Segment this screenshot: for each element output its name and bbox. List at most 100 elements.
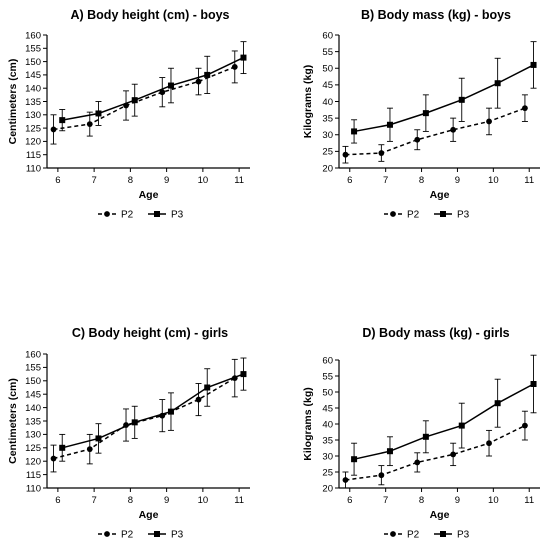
- x-tick-label: 7: [383, 495, 388, 506]
- legend-marker-circle: [104, 211, 110, 217]
- data-point-p3: [95, 435, 102, 442]
- y-tick-label: 160: [25, 30, 41, 41]
- data-point-p2: [450, 126, 457, 133]
- legend-marker-circle: [104, 531, 110, 537]
- series-line-p2: [53, 66, 236, 131]
- legend-marker-square: [154, 211, 160, 217]
- x-tick-label: 8: [419, 175, 424, 186]
- x-tick-label: 8: [128, 495, 133, 506]
- x-tick-label: 9: [455, 175, 460, 186]
- y-tick-label: 35: [322, 435, 333, 446]
- x-tick-label: 8: [419, 495, 424, 506]
- data-point-p2: [342, 477, 349, 483]
- data-point-p3: [240, 371, 247, 378]
- x-axis-label: Age: [430, 509, 450, 521]
- x-tick-label: 10: [488, 175, 499, 186]
- x-tick-label: 6: [347, 175, 352, 186]
- series-line-p3: [353, 64, 534, 133]
- data-point-p2: [342, 151, 349, 158]
- y-tick-label: 115: [26, 150, 41, 161]
- data-point-p3: [204, 384, 211, 391]
- x-axis-label: Age: [139, 509, 159, 521]
- data-point-p3: [530, 61, 537, 68]
- data-point-p3: [458, 96, 465, 103]
- x-tick-label: 6: [55, 175, 60, 186]
- legend-label: P3: [171, 530, 184, 541]
- data-point-p2: [414, 459, 421, 466]
- y-tick-label: 145: [25, 390, 41, 401]
- y-tick-label: 60: [322, 30, 333, 41]
- legend-label: P2: [121, 530, 134, 541]
- y-tick-label: 155: [25, 363, 41, 374]
- series-line-p3: [62, 373, 244, 449]
- y-tick-label: 145: [25, 70, 41, 81]
- x-tick-label: 10: [198, 495, 209, 506]
- legend: P2 P3: [384, 530, 470, 541]
- y-tick-label: 40: [322, 419, 333, 430]
- x-tick-label: 6: [347, 495, 352, 506]
- y-tick-label: 140: [25, 84, 41, 95]
- y-tick-label: 130: [25, 110, 41, 121]
- legend-label: P2: [121, 210, 134, 221]
- y-tick-label: 140: [25, 403, 41, 414]
- data-point-p2: [486, 118, 492, 125]
- y-tick-label: 35: [322, 113, 333, 124]
- legend-label: P2: [407, 210, 420, 221]
- data-point-p3: [458, 422, 465, 429]
- y-tick-label: 115: [26, 470, 41, 481]
- x-tick-label: 10: [488, 495, 499, 506]
- y-axis-label: Centimeters (cm): [7, 59, 19, 145]
- y-tick-label: 130: [25, 430, 41, 441]
- y-tick-label: 110: [26, 483, 41, 494]
- data-point-p3: [59, 444, 66, 451]
- data-point-p2: [86, 446, 93, 453]
- data-point-p3: [494, 80, 501, 87]
- y-tick-label: 30: [322, 130, 333, 141]
- x-tick-label: 7: [91, 495, 96, 506]
- x-axis-label: Age: [430, 189, 450, 201]
- data-point-p3: [422, 433, 429, 440]
- chart-panel-b: B) Body mass (kg) - boys 20 25 30 35 40 45 50 55…: [302, 8, 540, 221]
- data-point-p3: [204, 71, 211, 78]
- series-line-p2: [345, 107, 526, 156]
- y-tick-label: 160: [25, 349, 41, 360]
- legend: P2 P3: [98, 530, 184, 541]
- y-tick-label: 20: [322, 483, 333, 494]
- chart-title: A) Body height (cm) - boys: [70, 8, 229, 22]
- data-point-p3: [240, 54, 247, 61]
- data-point-p2: [50, 126, 57, 133]
- data-point-p2: [378, 150, 385, 156]
- data-point-p2: [50, 455, 57, 462]
- x-tick-label: 11: [524, 495, 534, 506]
- data-point-p2: [522, 422, 528, 429]
- data-point-p3: [351, 128, 358, 135]
- data-point-p3: [530, 381, 537, 387]
- y-tick-label: 60: [322, 355, 333, 366]
- chart-panel-a: A) Body height (cm) - boys 110 115 120 125 13…: [7, 8, 250, 221]
- data-point-p2: [378, 472, 385, 479]
- chart-title: C) Body height (cm) - girls: [72, 326, 228, 340]
- chart-panel-d: D) Body mass (kg) - girls 20 25 30 35 40 45 50 5…: [302, 326, 540, 541]
- legend-marker-square: [440, 531, 446, 537]
- data-point-p2: [195, 396, 202, 403]
- x-tick-label: 6: [55, 495, 60, 506]
- x-tick-label: 11: [234, 175, 244, 186]
- data-point-p3: [386, 448, 393, 455]
- series-line-p2: [345, 424, 526, 481]
- y-tick-label: 135: [25, 97, 41, 108]
- y-tick-label: 30: [322, 451, 333, 462]
- x-tick-label: 8: [128, 175, 133, 186]
- x-tick-label: 9: [164, 175, 169, 186]
- y-tick-label: 40: [322, 97, 333, 108]
- data-point-p2: [486, 440, 492, 447]
- y-tick-label: 150: [25, 57, 41, 68]
- data-point-p3: [386, 121, 393, 128]
- legend-marker-circle: [390, 531, 396, 537]
- legend-marker-square: [154, 531, 160, 537]
- y-tick-label: 20: [322, 163, 333, 174]
- y-tick-label: 125: [25, 123, 41, 134]
- y-axis-label: Kilograms (kg): [302, 387, 314, 461]
- data-point-p3: [131, 97, 138, 104]
- data-point-p2: [450, 451, 457, 458]
- y-tick-label: 55: [322, 47, 333, 58]
